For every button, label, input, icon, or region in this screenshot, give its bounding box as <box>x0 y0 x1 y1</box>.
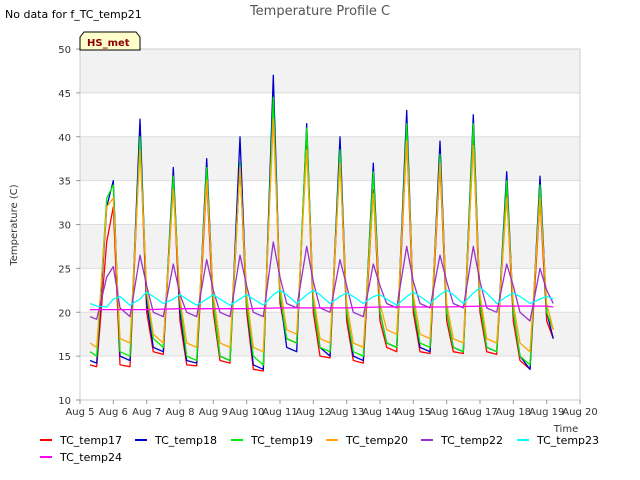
x-tick-label: Aug 9 <box>199 407 228 418</box>
chart-title: Temperature Profile C <box>249 4 390 19</box>
legend-label: TC_temp17 <box>59 434 122 447</box>
plot-band <box>80 224 580 269</box>
legend-item-tc-temp17: TC_temp17 <box>40 434 122 447</box>
legend-item-tc-temp22: TC_temp22 <box>421 434 503 447</box>
legend-label: TC_temp24 <box>59 451 122 464</box>
legend-label: TC_temp19 <box>250 434 313 447</box>
series-group <box>89 74 554 372</box>
badge-shape <box>79 31 141 51</box>
plot-band <box>80 268 580 313</box>
x-tick-label: Aug 17 <box>462 407 497 418</box>
badge-label: HS_met <box>87 38 130 49</box>
y-tick-label: 35 <box>58 177 71 188</box>
x-tick-label: Aug 5 <box>65 407 94 418</box>
y-tick-label: 15 <box>58 352 71 363</box>
plot-area-bands <box>80 49 580 400</box>
x-tick-label: Aug 18 <box>496 407 531 418</box>
y-axis-label: Temperature (C) <box>9 184 20 266</box>
legend-label: TC_temp23 <box>536 434 599 447</box>
x-tick-label: Aug 10 <box>229 407 264 418</box>
y-axis-ticks: 10 15 20 25 30 35 40 45 50 <box>58 45 80 407</box>
no-data-note: No data for f_TC_temp21 <box>5 8 142 21</box>
plot-band <box>80 180 580 225</box>
y-tick-label: 20 <box>58 308 71 319</box>
x-tick-label: Aug 7 <box>132 407 161 418</box>
x-tick-label: Aug 16 <box>429 407 464 418</box>
legend-item-tc-temp20: TC_temp20 <box>326 434 408 447</box>
x-tick-label: Aug 8 <box>165 407 194 418</box>
series-line-tc-temp23 <box>89 287 554 308</box>
plot-band <box>80 49 580 93</box>
legend-item-tc-temp19: TC_temp19 <box>231 434 313 447</box>
legend-label: TC_temp18 <box>154 434 217 447</box>
y-tick-label: 30 <box>58 221 71 232</box>
y-tick-label: 50 <box>58 45 71 56</box>
x-tick-label: Aug 14 <box>362 407 397 418</box>
x-tick-label: Aug 15 <box>396 407 431 418</box>
x-tick-label: Aug 13 <box>329 407 364 418</box>
plot-band <box>80 92 580 137</box>
y-tick-label: 25 <box>58 264 71 275</box>
y-tick-label: 40 <box>58 133 71 144</box>
x-tick-label: Aug 20 <box>562 407 597 418</box>
x-axis-label: Time <box>553 424 578 435</box>
legend-label: TC_temp20 <box>345 434 408 447</box>
x-tick-label: Aug 19 <box>529 407 564 418</box>
legend-item-tc-temp24: TC_temp24 <box>40 451 122 464</box>
hs-met-badge[interactable]: HS_met <box>79 31 141 51</box>
plot-band <box>80 136 580 181</box>
x-tick-label: Aug 6 <box>99 407 128 418</box>
y-tick-label: 10 <box>58 396 71 407</box>
legend-label: TC_temp22 <box>440 434 503 447</box>
legend-item-tc-temp23: TC_temp23 <box>517 434 599 447</box>
legend-item-tc-temp18: TC_temp18 <box>135 434 217 447</box>
x-tick-label: Aug 11 <box>262 407 297 418</box>
series-line-tc-temp24 <box>90 305 554 311</box>
y-tick-label: 45 <box>58 89 71 100</box>
legend: TC_temp17 TC_temp18 TC_temp19 TC_temp20 TC_t… <box>40 434 599 464</box>
plot-band <box>80 356 580 400</box>
series-line-tc-temp20 <box>89 118 554 353</box>
x-tick-label: Aug 12 <box>296 407 331 418</box>
